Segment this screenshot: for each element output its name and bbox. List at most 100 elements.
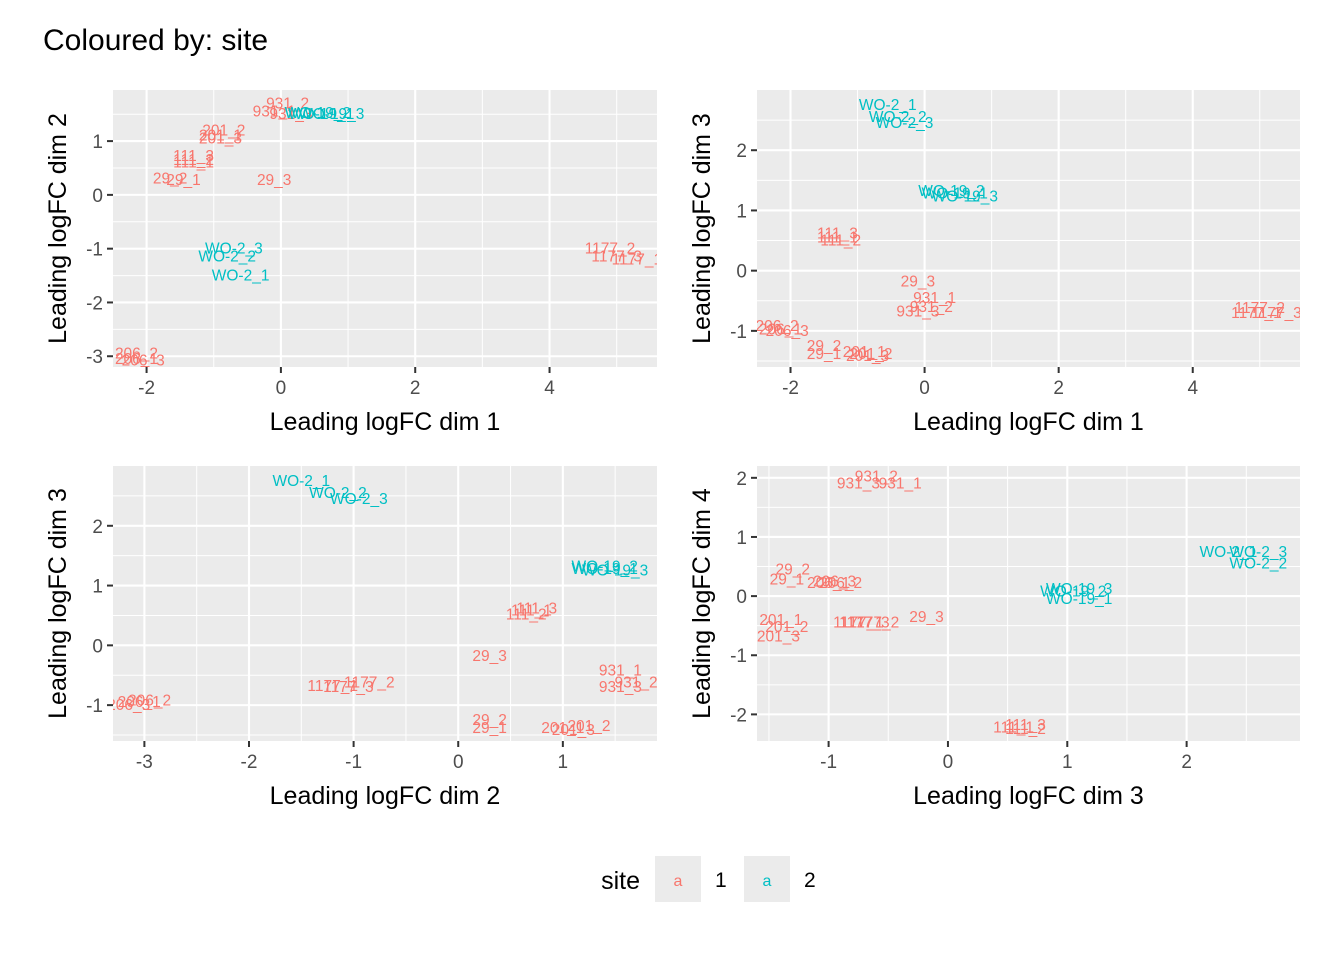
point-label: 111_1 [173,155,214,172]
point-label: WO-19_2 [285,105,351,122]
x-tick-label: 2 [1053,378,1064,399]
legend-key [655,856,701,902]
point-label: WO-2_2 [869,109,927,126]
legend-key [744,856,790,902]
x-tick-label: 0 [276,378,287,399]
point-label: 1177_1 [612,251,663,268]
point-label: 111_1 [817,230,858,247]
point-label: 931_1 [599,662,642,679]
panel-background [757,466,1300,741]
point-label: 931_1 [253,104,296,121]
point-label: 201_3 [757,628,800,645]
point-label: WO-19_1 [922,186,988,203]
point-label: WO-2_2 [309,485,367,502]
x-tick-label: -2 [241,752,258,773]
point-label: 1177_3 [591,249,642,266]
point-label: 1177_2 [849,615,900,632]
point-label: 111_3 [173,148,214,165]
point-label: 206_1 [118,694,161,711]
legend-title: site [601,867,640,895]
x-tick-label: 4 [1187,378,1198,399]
point-label: 111_1 [993,719,1034,736]
point-label: 201_1 [843,344,886,361]
y-axis-title: Leading logFC dim 3 [44,488,72,719]
point-label: WO-19_1 [572,561,638,578]
point-label: 111_3 [817,225,858,242]
point-label: 111_3 [516,600,557,617]
y-axis-title: Leading logFC dim 4 [688,488,716,719]
y-tick-label: -3 [86,347,103,368]
point-label: 931_2 [855,469,898,486]
point-label: 29_1 [807,346,841,363]
y-tick-label: -1 [730,322,747,343]
point-label: 111_2 [506,606,547,623]
y-tick-label: -2 [730,705,747,726]
figure-title: Coloured by: site [43,24,269,57]
x-tick-label: 1 [558,752,569,773]
x-tick-label: -1 [820,752,837,773]
y-tick-label: 1 [736,201,747,222]
x-tick-label: 4 [544,378,555,399]
point-label: WO-19_3 [298,106,364,123]
point-label: WO-19_3 [932,189,998,206]
point-label: 201_2 [849,346,892,363]
point-label: 29_2 [153,171,187,188]
point-label: 206_3 [122,353,165,370]
point-label: WO-19_2 [918,183,984,200]
y-tick-label: 1 [92,132,103,153]
point-label: 931_3 [599,679,642,696]
point-label: 111_2 [173,152,214,169]
legend-label: 2 [804,869,816,892]
point-label: WO-2_3 [876,115,934,132]
point-labels: WO-2_1WO-2_2WO-2_3 WO-19_2WO-19_1WO-19_3 1… [757,97,1300,365]
point-label: WO-2_3 [1229,544,1287,561]
y-tick-label: -1 [730,646,747,667]
point-label: 29_3 [901,273,935,290]
panels: -2 0 2 4 -3 -2 -1 0 1 Leading logFC dim 1 Leading … [44,90,1300,810]
point-label: 29_2 [472,712,506,729]
point-label: 201_1 [199,128,242,145]
point-label: 29_3 [257,172,291,189]
x-axis-title: Leading logFC dim 1 [270,408,501,436]
panel-background [113,466,657,741]
point-label: WO-2_1 [272,473,330,490]
point-label: WO-19_2 [1040,583,1106,600]
point-label: 111_2 [820,233,861,250]
point-label: 931_3 [837,476,880,493]
point-label: 201_2 [765,619,808,636]
point-label: 931_3 [896,304,939,321]
y-tick-label: 0 [736,262,747,283]
legend-key-glyph: a [763,873,772,890]
point-label: 29_3 [909,609,943,626]
point-label: WO-2_3 [205,241,263,258]
point-label: 201_3 [846,348,889,365]
point-label: 206_2 [128,692,171,709]
point-label: 931_3 [269,106,312,123]
x-axis-title: Leading logFC dim 3 [913,782,1144,810]
x-tick-label: -2 [138,378,155,399]
y-tick-label: -1 [86,696,103,717]
panel-3: -3 -2 -1 0 1 -1 0 1 2 Leading logFC dim 2 Leading … [44,466,657,810]
point-label: 931_1 [879,476,922,493]
y-axis-title: Leading logFC dim 2 [44,113,72,344]
point-label: 1177_2 [344,674,395,691]
point-label: 206_2 [819,575,862,592]
point-label: 201_3 [199,130,242,147]
y-tick-label: -1 [86,240,103,261]
legend-key-glyph: a [674,873,683,890]
x-tick-label: 2 [1181,752,1192,773]
point-label: 111_2 [1005,721,1046,738]
point-label: 29_1 [166,172,200,189]
y-tick-label: 2 [92,517,103,538]
point-label: 206_3 [766,323,809,340]
x-tick-label: 0 [943,752,954,773]
point-label: WO-2_3 [330,491,388,508]
point-label: 206_1 [807,575,850,592]
point-label: 29_2 [776,561,810,578]
point-label: 931_1 [913,290,956,307]
x-tick-label: 0 [919,378,930,399]
x-tick-label: 1 [1062,752,1073,773]
panel-1: -2 0 2 4 -3 -2 -1 0 1 Leading logFC dim 1 Leading … [44,90,663,436]
